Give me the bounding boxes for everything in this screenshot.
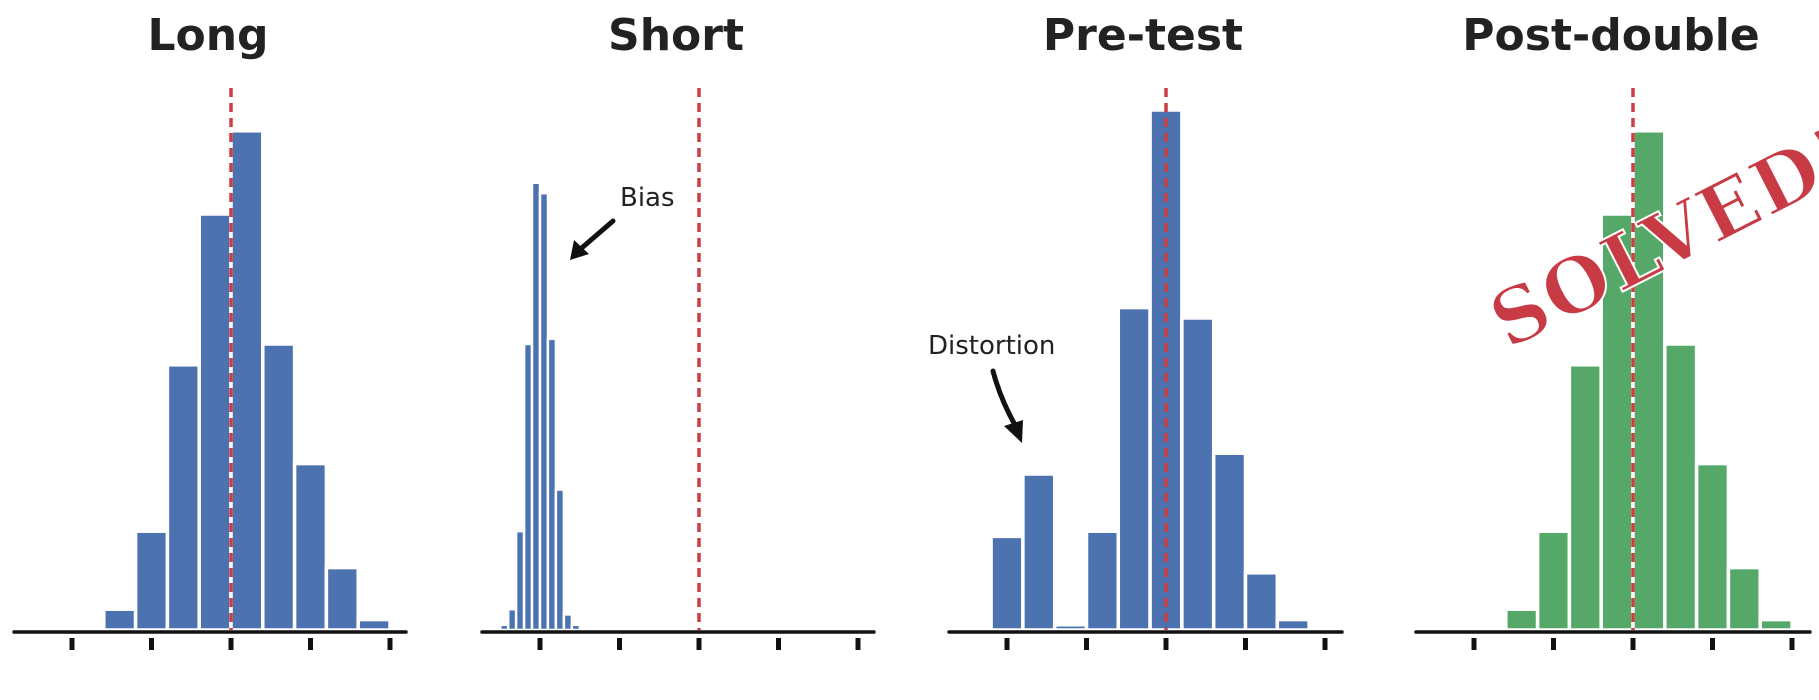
histogram-bar: [102, 607, 138, 632]
histogram-bar: [989, 534, 1025, 632]
histogram-bar: [1180, 316, 1216, 632]
annotation-bias-arrow: [570, 218, 616, 260]
histogram-bar: [1116, 305, 1152, 632]
histogram-bar: [1726, 565, 1762, 632]
histogram-bar: [562, 613, 574, 632]
histogram-bar: [554, 488, 566, 632]
histogram-bar: [1599, 212, 1635, 632]
histogram-bar: [1211, 451, 1248, 632]
annotation-distortion-arrow: [990, 368, 1023, 443]
histogram-bar: [324, 565, 360, 632]
histogram-bar: [1084, 529, 1121, 632]
bars-pre-test: [989, 108, 1311, 632]
histogram-bar: [1758, 617, 1794, 632]
histogram-bar: [1052, 623, 1089, 632]
histogram-bar: [1472, 626, 1508, 632]
panel-title-post-double: Post-double: [1462, 10, 1759, 61]
histogram-bar: [1148, 108, 1184, 632]
histogram-bar: [546, 337, 558, 632]
histogram-bar: [133, 529, 170, 632]
bars-post-double: [1472, 129, 1794, 632]
histogram-bar: [1243, 571, 1280, 632]
panel-title-long: Long: [147, 10, 268, 61]
histogram-bar: [197, 212, 233, 632]
panel-title-short: Short: [608, 10, 744, 61]
histogram-bar: [165, 363, 201, 632]
x-axis-post-double: [1414, 630, 1812, 650]
histogram-bar: [1504, 607, 1540, 632]
panel-short: Short Bias: [480, 10, 876, 650]
histogram-bar: [1663, 342, 1699, 632]
histogram-bar: [1275, 617, 1311, 632]
panel-post-double: Post-double SOLVED!: [1414, 10, 1819, 650]
histogram-bar: [1535, 529, 1572, 632]
histogram-bar: [1694, 461, 1731, 632]
histogram-bar: [1021, 472, 1057, 632]
panel-long: Long: [12, 10, 408, 650]
histogram-bar: [261, 342, 297, 632]
annotation-distortion: Distortion: [928, 331, 1055, 361]
panel-pre-test: Pre-test Distortion: [928, 10, 1344, 650]
panel-title-pre-test: Pre-test: [1043, 10, 1243, 61]
bars-short: [499, 181, 582, 632]
histogram-bar: [70, 626, 106, 632]
bars-long: [70, 129, 392, 632]
histogram-bar: [1567, 363, 1603, 632]
x-axis-short: [480, 630, 876, 650]
histogram-bar: [356, 617, 392, 632]
histogram-bar: [229, 129, 265, 632]
annotation-bias: Bias: [620, 183, 675, 213]
histogram-bar: [570, 623, 582, 632]
x-axis-long: [12, 630, 408, 650]
x-axis-pre-test: [947, 630, 1344, 650]
histogram-bar: [292, 461, 329, 632]
